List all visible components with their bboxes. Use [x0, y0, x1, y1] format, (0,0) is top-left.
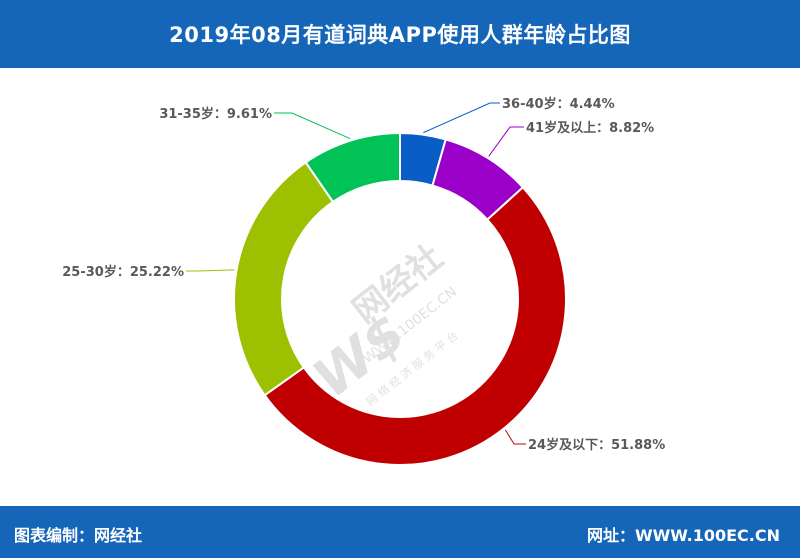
donut-slice-4: [304, 131, 401, 204]
footer-source: 图表编制：网经社: [14, 526, 143, 545]
leader-line-1: [488, 126, 524, 157]
slice-label-3: 25-30岁：25.22%: [62, 264, 184, 280]
watermark: W$ 网经社 WWW.100EC.CN 网 络 经 济 服 务 平 台: [302, 237, 461, 410]
chart-area: W$ 网经社 WWW.100EC.CN 网 络 经 济 服 务 平 台 36-4…: [0, 68, 800, 506]
watermark-brand: 网经社: [345, 237, 450, 331]
slice-label-0: 36-40岁：4.44%: [502, 96, 615, 112]
slice-label-1: 41岁及以上：8.82%: [526, 120, 654, 136]
slice-label-4: 31-35岁：9.61%: [159, 106, 272, 122]
slice-labels: 36-40岁：4.44% 41岁及以上：8.82% 24岁及以下：51.88% 25-…: [62, 96, 665, 453]
donut-slices: [233, 131, 567, 466]
donut-slice-2: [263, 185, 567, 466]
slice-label-2: 24岁及以下：51.88%: [528, 437, 665, 453]
leader-line-3: [186, 269, 235, 272]
donut-chart: W$ 网经社 WWW.100EC.CN 网 络 经 济 服 务 平 台 36-4…: [62, 96, 665, 466]
chart-footer: 图表编制：网经社 网址：WWW.100EC.CN: [0, 506, 800, 558]
leader-line-4: [274, 112, 351, 140]
chart-title: 2019年08月有道词典APP使用人群年龄占比图: [169, 23, 631, 47]
footer-website: 网址：WWW.100EC.CN: [586, 526, 780, 545]
leader-line-2: [504, 429, 526, 445]
chart-header: 2019年08月有道词典APP使用人群年龄占比图: [0, 0, 800, 68]
leader-line-0: [423, 102, 500, 134]
